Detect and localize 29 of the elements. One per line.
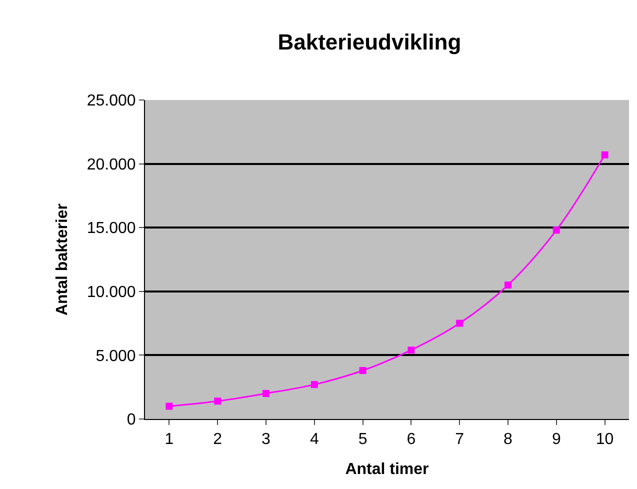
- x-axis-title: Antal timer: [345, 460, 429, 478]
- y-tick-label: 20.000: [86, 156, 136, 174]
- point: [310, 381, 318, 388]
- x-tick-label: 9: [552, 431, 561, 448]
- x-tick-label: 1: [164, 431, 174, 448]
- x-tick-label: 10: [596, 431, 614, 448]
- point: [262, 390, 270, 397]
- x-tick-label: 3: [262, 431, 271, 448]
- point: [601, 151, 608, 158]
- y-tick-label: 0: [126, 412, 136, 429]
- y-axis-title: Antal bakterier: [54, 203, 71, 316]
- y-tick-label: 5.000: [96, 348, 136, 365]
- y-tick-label: 15.000: [86, 220, 136, 238]
- x-tick-label: 8: [504, 431, 513, 448]
- point: [214, 398, 222, 405]
- point: [456, 320, 464, 327]
- point: [504, 282, 512, 289]
- y-tick-label: 25.000: [86, 92, 136, 110]
- point: [408, 346, 415, 354]
- x-tick-label: 2: [213, 431, 222, 448]
- chart-title: Bakterieudvikling: [278, 30, 462, 55]
- x-tick-label: 7: [455, 431, 464, 448]
- point: [166, 402, 173, 410]
- point: [359, 367, 366, 374]
- x-tick-label: 5: [358, 431, 368, 448]
- y-tick-label: 10.000: [86, 284, 136, 301]
- x-tick-label: 6: [406, 431, 416, 448]
- x-tick-label: 4: [310, 431, 319, 448]
- point: [552, 226, 560, 234]
